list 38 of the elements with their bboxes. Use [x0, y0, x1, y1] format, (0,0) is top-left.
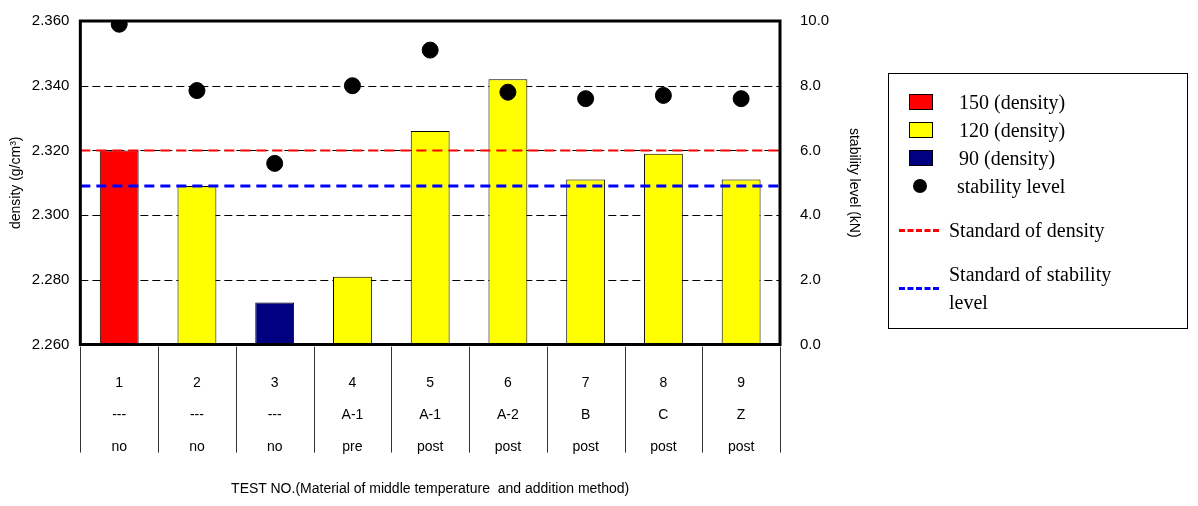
- x-tick-label: 9 Z post: [727, 373, 755, 454]
- point: [499, 83, 517, 101]
- point: [343, 77, 361, 95]
- x-tick-label: 1 --- no: [111, 373, 128, 454]
- legend-label: 120 (density): [959, 118, 1066, 144]
- point: [188, 82, 206, 100]
- legend-label: 150 (density): [959, 90, 1066, 116]
- y-axis-title: density (g/cm³): [7, 136, 24, 230]
- x-tick-label: 6 A-2 post: [494, 373, 522, 454]
- y-tick-label: 2.320: [31, 140, 70, 158]
- point: [654, 86, 672, 104]
- point: [421, 41, 439, 59]
- x-tick-label: 4 A-1 pre: [341, 373, 364, 454]
- y-tick-label: 2.260: [31, 334, 70, 352]
- legend-label: Standard of density: [949, 218, 1105, 244]
- legend-label: stability level: [957, 174, 1066, 200]
- y2-tick-label: 4.0: [800, 205, 821, 223]
- y-tick-label: 2.300: [31, 205, 70, 223]
- y2-axis-title: stability level (kN): [846, 127, 863, 238]
- y-tick-label: 2.360: [31, 11, 70, 29]
- y-tick-label: 2.340: [31, 75, 70, 93]
- legend-label: Standard of stability level: [949, 262, 1113, 315]
- legend-label: 90 (density): [959, 146, 1056, 172]
- x-tick-label: 2 --- no: [189, 373, 205, 454]
- y2-tick-label: 6.0: [800, 140, 821, 158]
- point: [577, 90, 595, 108]
- point: [732, 90, 750, 108]
- y2-tick-label: 2.0: [800, 270, 821, 288]
- x-tick-label: 8 C post: [650, 373, 677, 454]
- x-tick-label: 5 A-1 post: [416, 373, 444, 454]
- x-axis-title: TEST NO.(Material of middle temperature and addition method): [231, 480, 630, 497]
- y2-tick-label: 8.0: [800, 75, 821, 93]
- x-tick-label: 3 --- no: [266, 373, 283, 454]
- y-tick-label: 2.280: [31, 270, 70, 288]
- point: [266, 154, 284, 172]
- y2-tick-label: 0.0: [800, 334, 821, 352]
- y2-tick-label: 10.0: [800, 11, 830, 29]
- x-tick-label: 7 B post: [572, 373, 599, 454]
